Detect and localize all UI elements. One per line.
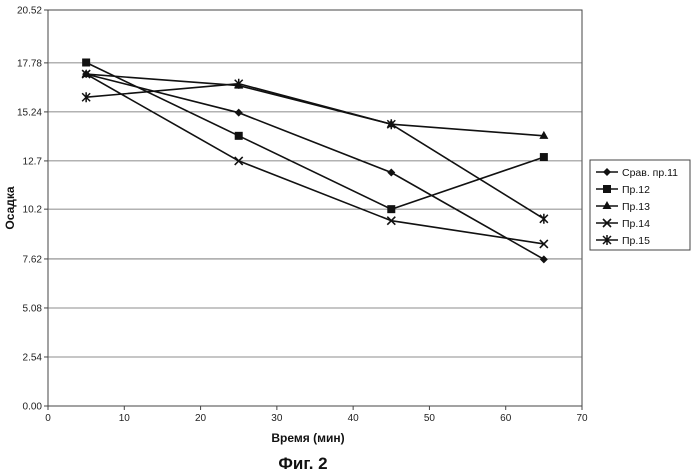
legend-label: Пр.13 <box>622 201 650 213</box>
x-tick-label: 50 <box>424 413 436 424</box>
y-tick-label: 5.08 <box>23 303 43 314</box>
legend-label: Пр.14 <box>622 218 650 230</box>
data-point <box>235 132 243 140</box>
data-point <box>387 205 395 213</box>
legend-label: Срав. пр.11 <box>622 167 678 179</box>
x-tick-label: 10 <box>119 413 131 424</box>
legend-label: Пр.12 <box>622 184 650 196</box>
legend-label: Пр.15 <box>622 235 650 247</box>
x-tick-label: 70 <box>576 413 588 424</box>
x-axis-title: Время (мин) <box>271 431 344 445</box>
plot-area <box>48 10 582 406</box>
figure-caption: Фиг. 2 <box>278 454 327 472</box>
x-tick-labels: 0 10 20 30 40 50 60 70 <box>45 406 588 424</box>
x-tick-label: 40 <box>348 413 360 424</box>
y-tick-label: 0.00 <box>23 402 43 413</box>
data-point <box>540 153 548 161</box>
y-tick-label: 7.62 <box>23 254 43 265</box>
y-axis-title: Осадка <box>3 186 17 229</box>
y-tick-label: 20.52 <box>17 6 42 17</box>
y-tick-label: 2.54 <box>23 352 43 363</box>
x-tick-label: 60 <box>500 413 512 424</box>
y-tick-labels: 0.00 2.54 5.08 7.62 10.2 12.7 15.24 17.78 20.52 <box>17 6 42 413</box>
y-tick-label: 15.24 <box>17 107 42 118</box>
y-tick-label: 12.7 <box>23 156 43 167</box>
legend: Срав. пр.11 Пр.12 Пр.13 Пр.14 Пр.15 <box>590 160 690 250</box>
x-tick-label: 20 <box>195 413 207 424</box>
legend-marker <box>603 185 611 193</box>
y-tick-label: 10.2 <box>23 205 43 216</box>
x-tick-label: 0 <box>45 413 51 424</box>
y-tick-label: 17.78 <box>17 58 42 69</box>
x-tick-label: 30 <box>271 413 283 424</box>
data-point <box>82 58 90 66</box>
